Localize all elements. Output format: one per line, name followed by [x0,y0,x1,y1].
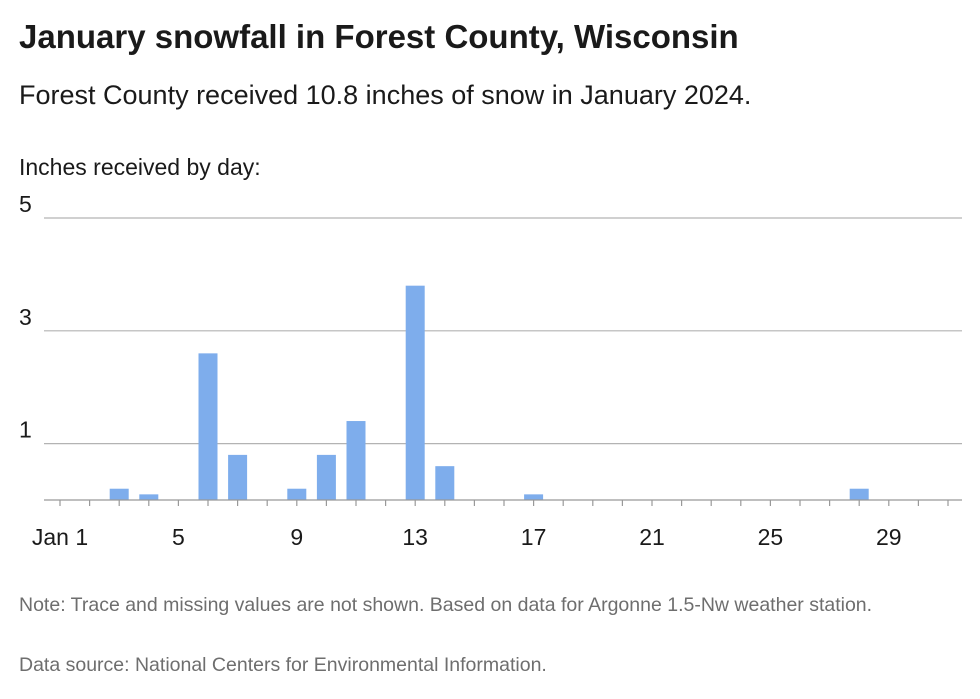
bar-jan-9 [287,488,307,500]
x-tick-label-17: 17 [521,524,547,550]
bar-jan-13 [405,285,425,500]
y-tick-label-5: 5 [19,195,32,217]
x-tick-label-13: 13 [402,524,428,550]
chart-subtitle: Forest County received 10.8 inches of sn… [19,80,752,110]
x-tick-label-9: 9 [290,524,303,550]
data-source: Data source: National Centers for Enviro… [19,654,547,676]
x-tick-label-29: 29 [876,524,902,550]
x-tick-label-21: 21 [639,524,665,550]
bar-jan-17 [524,494,544,500]
x-tick-label-5: 5 [172,524,185,550]
y-tick-labels: 1 3 5 [19,195,32,443]
bar-jan-11 [346,421,366,500]
snowfall-bar-chart: 135 Jan 1 5 9 13 17 21 25 29 [19,195,962,550]
y-axis-label: Inches received by day: [19,154,261,180]
gridlines [44,217,962,445]
x-tick-label-25: 25 [758,524,784,550]
chart-title: January snowfall in Forest County, Wisco… [19,18,739,55]
y-tick-label-3: 3 [19,304,32,330]
bar-jan-7 [228,454,248,500]
chart-note: Note: Trace and missing values are not s… [19,594,873,616]
y-tick-label-1: 1 [19,417,32,443]
bars [109,285,869,500]
bar-jan-14 [435,466,455,500]
bar-jan-6 [198,353,218,500]
x-axis [44,499,962,506]
x-tick-labels: Jan 1 5 9 13 17 21 25 29 [32,524,902,550]
bar-jan-10 [316,454,336,500]
bar-jan-4 [139,494,159,500]
x-tick-label-1: Jan 1 [32,524,88,550]
bar-jan-3 [109,488,129,500]
bar-jan-28 [849,488,869,500]
